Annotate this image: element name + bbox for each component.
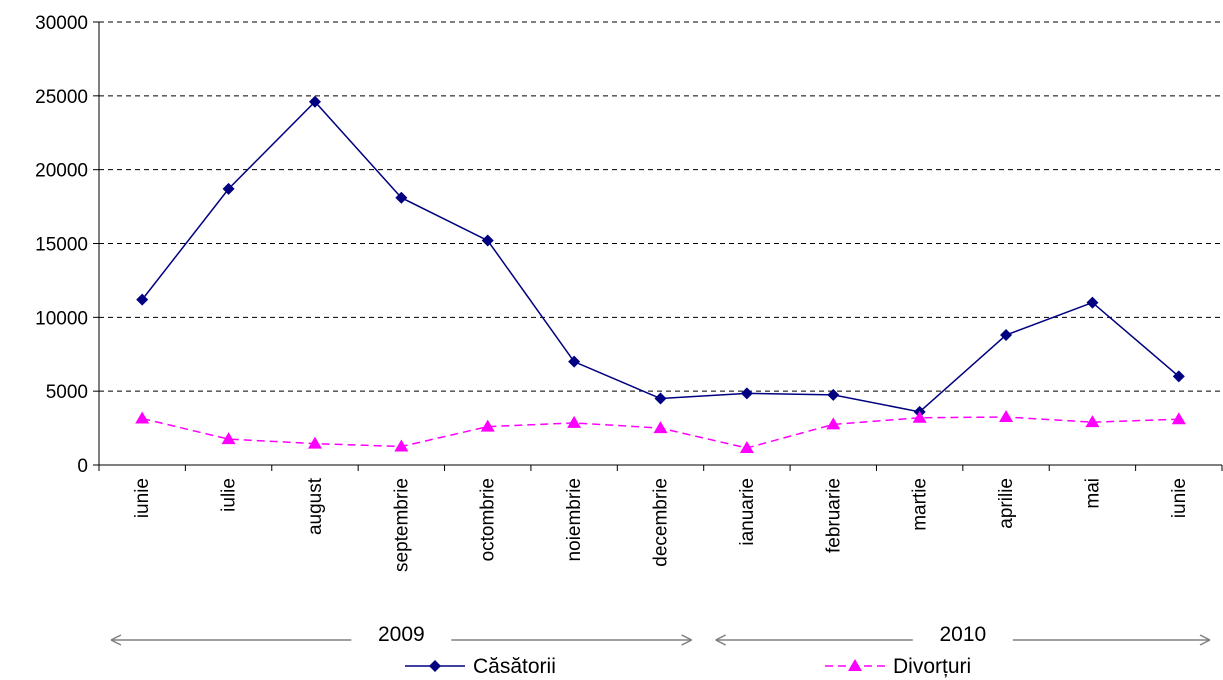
arrowhead-right — [681, 634, 693, 646]
y-tick-label: 30000 — [35, 13, 88, 34]
data-point-divorturi — [912, 410, 927, 423]
arrowhead-left — [110, 634, 122, 646]
data-point-divorturi — [1171, 412, 1186, 425]
x-tick-label: noiembrie — [564, 478, 585, 561]
x-tick-label: iunie — [132, 478, 153, 518]
arrowhead-left — [715, 634, 727, 646]
legend-marker-triangle — [848, 659, 862, 671]
x-tick-label: februarie — [823, 478, 844, 553]
data-point-divorturi — [999, 410, 1014, 423]
year-label: 2010 — [939, 623, 986, 646]
data-point-casatorii — [395, 191, 408, 204]
data-point-divorturi — [1085, 415, 1100, 428]
data-point-divorturi — [480, 419, 495, 432]
y-tick-label: 20000 — [35, 161, 88, 182]
data-point-casatorii — [740, 387, 753, 400]
x-tick-label: martie — [910, 478, 931, 531]
legend-marker-diamond — [429, 660, 441, 672]
data-point-casatorii — [308, 95, 321, 108]
data-point-divorturi — [653, 421, 668, 434]
data-point-casatorii — [827, 388, 840, 401]
data-point-divorturi — [307, 436, 322, 449]
data-point-casatorii — [481, 234, 494, 247]
x-tick-label: august — [305, 477, 326, 535]
legend-label: Divorțuri — [893, 655, 971, 678]
year-groups: 2009 2010 — [110, 623, 1211, 646]
x-tick-label: decembrie — [651, 478, 672, 567]
data-point-divorturi — [221, 432, 236, 445]
data-point-casatorii — [568, 355, 581, 368]
data-point-casatorii — [1172, 370, 1185, 383]
y-tick-label: 25000 — [35, 87, 88, 108]
y-tick-label: 15000 — [35, 235, 88, 256]
data-point-casatorii — [1000, 329, 1013, 342]
x-tick-label: iulie — [219, 478, 240, 512]
x-tick-label: septembrie — [391, 478, 412, 572]
year-label: 2009 — [378, 623, 425, 646]
legend: Căsătorii Divorțuri — [405, 655, 971, 678]
x-tick-label: ianuarie — [737, 478, 758, 546]
x-tick-label: aprilie — [996, 478, 1017, 529]
y-tick-label: 0 — [77, 456, 88, 477]
x-axis-ticks: iunie iulie august septembrie octombrie noiem… — [98, 465, 1223, 572]
data-point-divorturi — [826, 417, 841, 430]
x-tick-label: mai — [1082, 478, 1103, 509]
y-tick-label: 10000 — [35, 308, 88, 329]
data-point-divorturi — [135, 411, 150, 424]
data-point-divorturi — [567, 415, 582, 428]
data-point-divorturi — [739, 441, 754, 454]
data-point-casatorii — [136, 293, 149, 306]
data-point-casatorii — [222, 182, 235, 195]
data-point-casatorii — [1086, 296, 1099, 309]
series-line-0 — [141, 100, 1180, 413]
x-tick-label: octombrie — [478, 478, 499, 561]
y-axis-ticks: 0 5000 10000 15000 20000 25000 30000 — [35, 13, 99, 477]
y-tick-label: 5000 — [46, 382, 88, 403]
x-tick-label: iunie — [1169, 478, 1190, 518]
data-point-casatorii — [654, 392, 667, 405]
series-lines — [135, 95, 1186, 454]
data-point-divorturi — [394, 439, 409, 452]
arrowhead-right — [1199, 634, 1211, 646]
gridlines — [99, 21, 1222, 392]
legend-label: Căsătorii — [473, 655, 556, 678]
